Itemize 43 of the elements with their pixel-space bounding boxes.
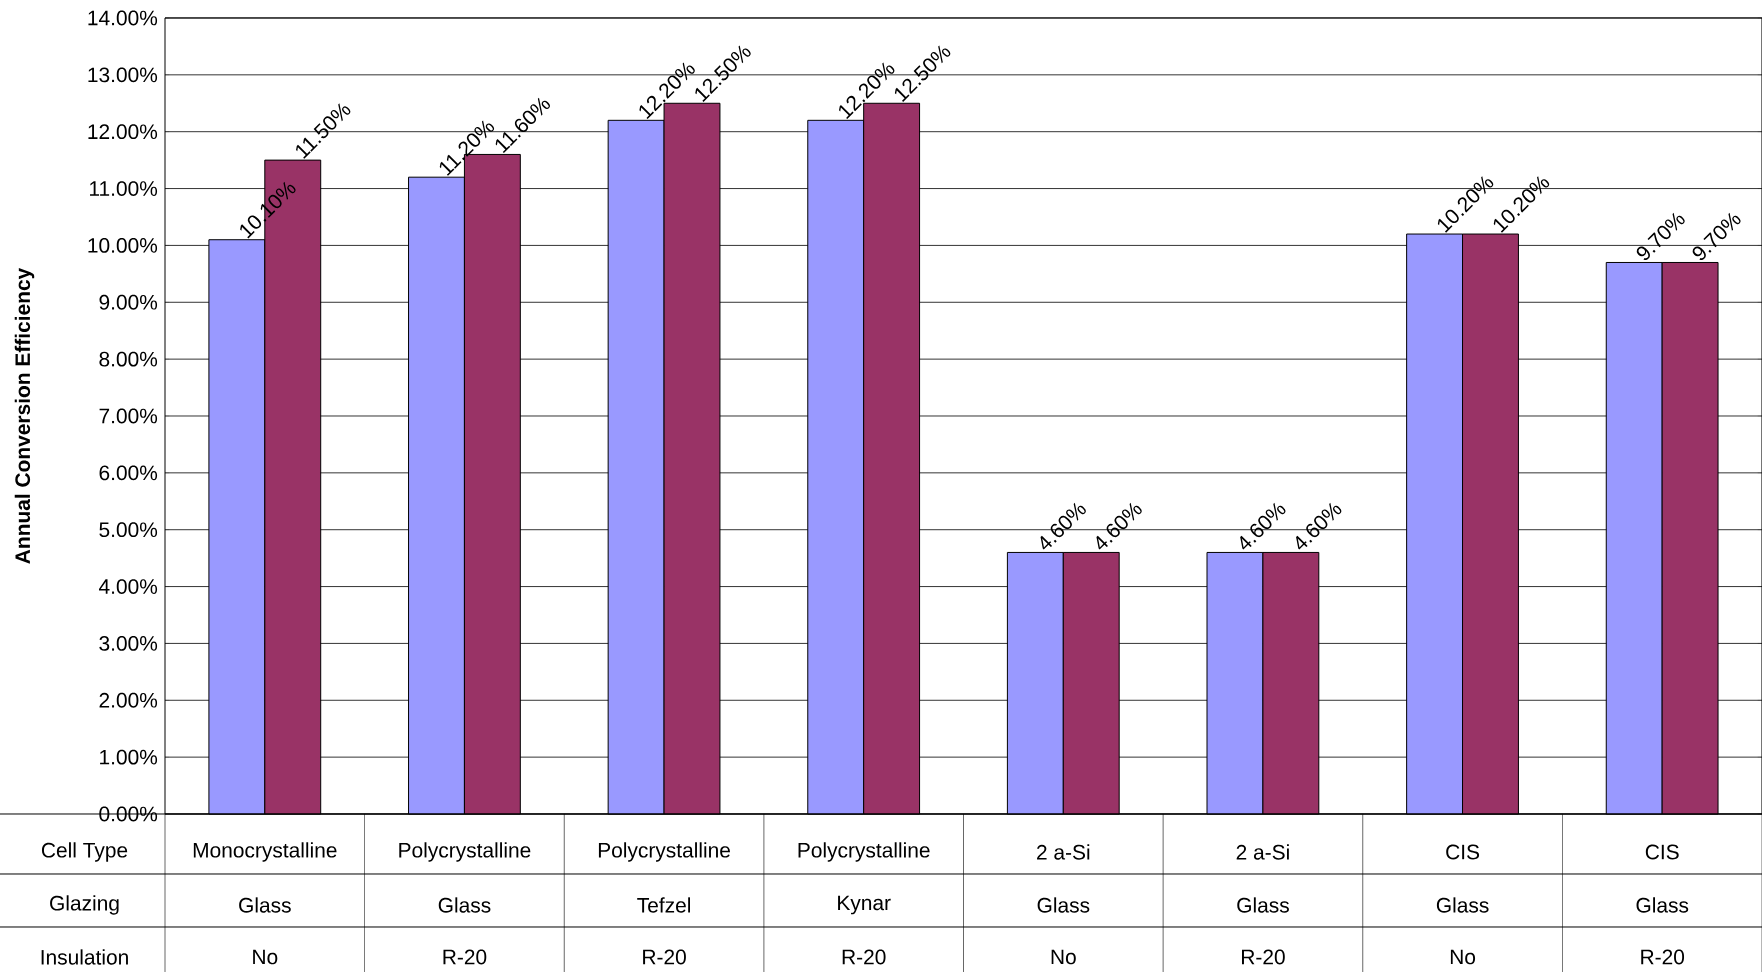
y-tick-label: 6.00% — [99, 465, 158, 481]
text: Glass — [1636, 897, 1689, 913]
x-tick-label: CIS — [1446, 844, 1480, 860]
y-tick-label: 5.00% — [99, 522, 158, 538]
x-tick-label: 2 a-Si — [1037, 844, 1090, 860]
y-tick-label: 7.00% — [99, 408, 158, 424]
x-tick-label: Polycrystalline — [399, 842, 531, 862]
text: No — [1450, 949, 1476, 965]
text: Cell Type — [41, 842, 128, 862]
text: Glass — [1237, 897, 1289, 913]
y-tick-label: 9.00% — [99, 294, 158, 310]
text: Glazing — [50, 895, 119, 915]
x-tick-label: 2 a-Si — [1236, 844, 1289, 860]
text: Glass — [438, 897, 491, 913]
text: Kynar — [838, 895, 891, 915]
x-tick-label: Polycrystalline — [798, 842, 930, 862]
x-tick-label: Polycrystalline — [598, 842, 730, 862]
y-tick-label: 2.00% — [99, 692, 158, 708]
y-tick-label: 13.00% — [88, 67, 158, 83]
y-tick-label: 14.00% — [88, 10, 158, 26]
text: Glass — [239, 897, 291, 913]
y-tick-label: 1.00% — [100, 749, 158, 765]
text: R-20 — [1242, 949, 1285, 965]
y-tick-label: 11.00% — [90, 181, 158, 196]
y-tick-label: 0.00% — [99, 806, 158, 822]
text: Glass — [1436, 897, 1489, 913]
text: No — [1051, 949, 1076, 965]
text: R-20 — [842, 949, 886, 965]
y-axis-title: Annual Conversion Efficiency — [14, 267, 35, 564]
text: No — [253, 949, 278, 965]
text: R-20 — [443, 949, 487, 965]
text: R-20 — [643, 949, 686, 965]
text: Tefzel — [637, 897, 691, 913]
text: Insulation — [41, 949, 128, 965]
text: R-20 — [1641, 949, 1685, 965]
x-tick-label: Monocrystalline — [193, 842, 337, 862]
y-tick-label: 10.00% — [88, 238, 158, 253]
text: Glass — [1037, 897, 1090, 913]
x-tick-label: CIS — [1645, 844, 1679, 860]
y-tick-label: 4.00% — [98, 579, 158, 594]
y-tick-label: 3.00% — [99, 636, 158, 651]
y-tick-label: 8.00% — [99, 351, 158, 367]
y-tick-label: 12.00% — [88, 124, 158, 140]
